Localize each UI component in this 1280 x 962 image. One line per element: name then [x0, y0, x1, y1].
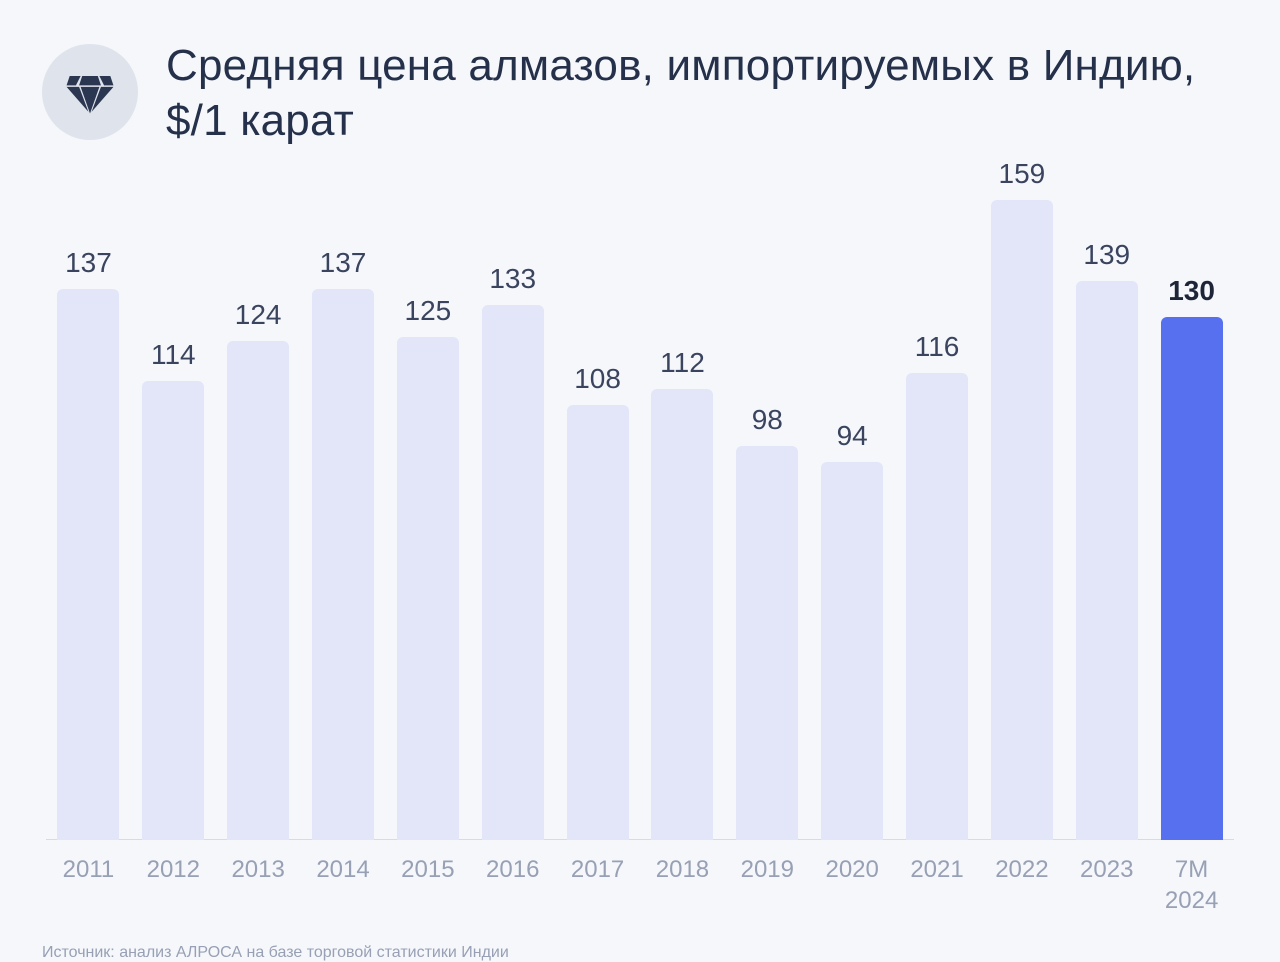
chart-bar	[906, 373, 968, 840]
bar-value-label: 114	[151, 339, 196, 371]
bar-value-label: 98	[752, 404, 783, 436]
chart-bar	[142, 381, 204, 840]
bar-value-label: 112	[660, 347, 705, 379]
x-axis-label: 7М 2024	[1149, 854, 1234, 916]
x-axis-label: 2011	[46, 854, 131, 916]
x-axis-label: 2015	[385, 854, 470, 916]
x-axis-label: 2020	[810, 854, 895, 916]
chart-bar	[397, 337, 459, 840]
bar-value-label: 137	[65, 247, 112, 279]
bar-value-label: 108	[574, 363, 621, 395]
bar-value-label: 116	[915, 331, 960, 363]
chart-bar-column: 108	[555, 158, 640, 840]
chart: 137 114 124 137 125 133 108 112 98 94 116 159 139 130…	[42, 158, 1238, 916]
x-axis-label: 2021	[895, 854, 980, 916]
page: Средняя цена алмазов, импортируемых в Ин…	[0, 0, 1280, 959]
bar-value-label: 133	[489, 263, 536, 295]
bar-value-label: 124	[235, 299, 282, 331]
bar-value-label: 125	[405, 295, 452, 327]
chart-bar-column: 98	[725, 158, 810, 840]
chart-bar	[736, 446, 798, 840]
chart-bar-column: 139	[1064, 158, 1149, 840]
chart-bar-column: 114	[131, 158, 216, 840]
x-axis-label: 2014	[301, 854, 386, 916]
chart-bar-column: 116	[895, 158, 980, 840]
chart-bar	[1076, 281, 1138, 840]
chart-bar-column: 159	[979, 158, 1064, 840]
diamond-icon	[65, 65, 115, 120]
x-axis-label: 2012	[131, 854, 216, 916]
chart-bar-column: 137	[301, 158, 386, 840]
bar-value-label: 137	[320, 247, 367, 279]
bar-value-label: 159	[999, 158, 1046, 190]
chart-bar-highlight	[1161, 317, 1223, 840]
chart-bar-column: 112	[640, 158, 725, 840]
x-axis-label: 2018	[640, 854, 725, 916]
chart-bar-column: 130	[1149, 158, 1234, 840]
chart-bar-column: 125	[385, 158, 470, 840]
chart-bar	[651, 389, 713, 840]
x-axis-label: 2023	[1064, 854, 1149, 916]
source-text: Источник: анализ АЛРОСА на базе торговой…	[42, 944, 1238, 962]
x-axis-label: 2022	[979, 854, 1064, 916]
chart-x-axis: 2011201220132014201520162017201820192020…	[42, 840, 1238, 916]
bar-value-label: 130	[1168, 275, 1215, 307]
chart-bar-column: 133	[470, 158, 555, 840]
chart-bar	[227, 341, 289, 840]
chart-bar	[312, 289, 374, 840]
chart-bar-column: 124	[216, 158, 301, 840]
x-axis-label: 2013	[216, 854, 301, 916]
chart-bar	[821, 462, 883, 840]
x-axis-label: 2019	[725, 854, 810, 916]
bar-value-label: 139	[1083, 239, 1130, 271]
chart-plot-area: 137 114 124 137 125 133 108 112 98 94 116 159 139 130	[42, 158, 1238, 840]
bar-value-label: 94	[837, 420, 868, 452]
chart-bar	[991, 200, 1053, 840]
chart-bar	[482, 305, 544, 840]
chart-bar-column: 94	[810, 158, 895, 840]
header: Средняя цена алмазов, импортируемых в Ин…	[42, 38, 1238, 148]
chart-title: Средняя цена алмазов, импортируемых в Ин…	[166, 38, 1238, 148]
chart-bar-column: 137	[46, 158, 131, 840]
x-axis-label: 2016	[470, 854, 555, 916]
x-axis-label: 2017	[555, 854, 640, 916]
title-icon-circle	[42, 44, 138, 140]
chart-bar	[57, 289, 119, 840]
chart-bar	[567, 405, 629, 840]
